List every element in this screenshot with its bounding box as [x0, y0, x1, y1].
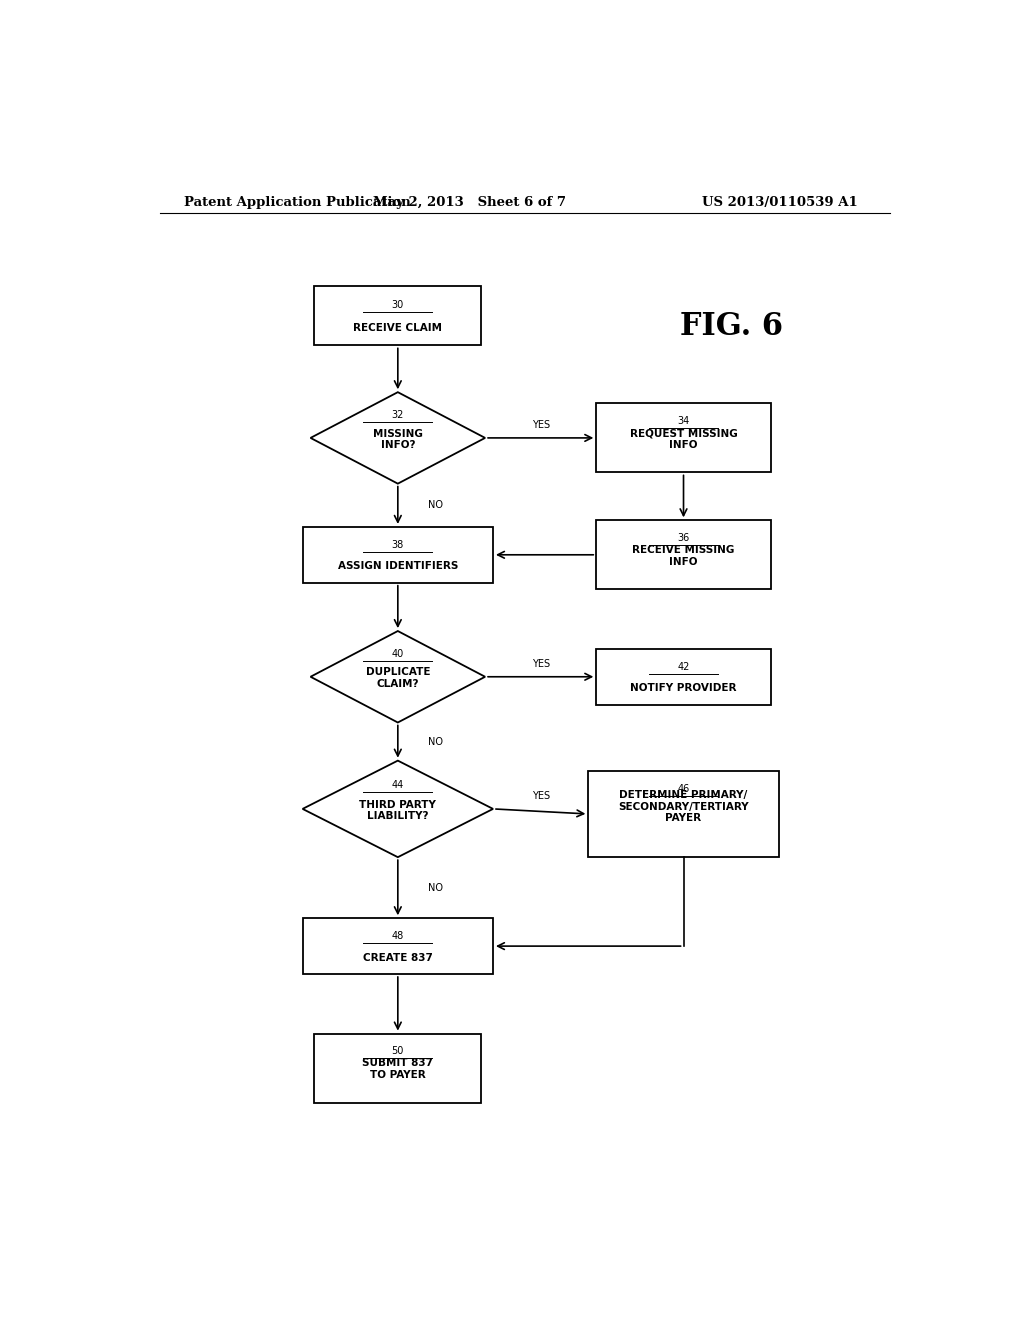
Text: 44: 44: [392, 780, 403, 789]
Text: DUPLICATE
CLAIM?: DUPLICATE CLAIM?: [366, 668, 430, 689]
Text: YES: YES: [531, 659, 550, 668]
Text: 30: 30: [392, 300, 403, 310]
Text: 50: 50: [391, 1045, 404, 1056]
Text: RECEIVE MISSING
INFO: RECEIVE MISSING INFO: [633, 545, 734, 566]
Text: ASSIGN IDENTIFIERS: ASSIGN IDENTIFIERS: [338, 561, 458, 572]
Bar: [303, 919, 494, 974]
Text: REQUEST MISSING
INFO: REQUEST MISSING INFO: [630, 428, 737, 450]
Text: 32: 32: [391, 411, 404, 420]
Bar: [303, 527, 494, 582]
Bar: [588, 771, 778, 857]
Text: 36: 36: [678, 532, 689, 543]
Text: NO: NO: [428, 883, 443, 892]
Text: DETERMINE PRIMARY/
SECONDARY/TERTIARY
PAYER: DETERMINE PRIMARY/ SECONDARY/TERTIARY PA…: [618, 791, 749, 824]
Text: RECEIVE CLAIM: RECEIVE CLAIM: [353, 323, 442, 333]
Text: FIG. 6: FIG. 6: [680, 310, 782, 342]
Polygon shape: [310, 631, 485, 722]
Text: YES: YES: [531, 791, 550, 801]
Text: 40: 40: [392, 649, 403, 659]
Bar: [314, 1034, 481, 1102]
Text: Patent Application Publication: Patent Application Publication: [183, 195, 411, 209]
Text: NO: NO: [428, 737, 443, 747]
Text: CREATE 837: CREATE 837: [362, 953, 433, 962]
Text: 48: 48: [392, 931, 403, 941]
Bar: [596, 404, 771, 473]
Bar: [314, 286, 481, 346]
Polygon shape: [310, 392, 485, 483]
Text: 34: 34: [678, 416, 689, 425]
Text: MISSING
INFO?: MISSING INFO?: [373, 429, 423, 450]
Text: 46: 46: [678, 784, 689, 795]
Text: US 2013/0110539 A1: US 2013/0110539 A1: [702, 195, 858, 209]
Text: 42: 42: [677, 661, 690, 672]
Bar: [596, 649, 771, 705]
Text: 38: 38: [392, 540, 403, 549]
Text: SUBMIT 837
TO PAYER: SUBMIT 837 TO PAYER: [362, 1059, 433, 1080]
Bar: [596, 520, 771, 589]
Text: NOTIFY PROVIDER: NOTIFY PROVIDER: [630, 684, 737, 693]
Polygon shape: [303, 760, 494, 857]
Text: May 2, 2013   Sheet 6 of 7: May 2, 2013 Sheet 6 of 7: [373, 195, 565, 209]
Text: YES: YES: [531, 420, 550, 430]
Text: THIRD PARTY
LIABILITY?: THIRD PARTY LIABILITY?: [359, 800, 436, 821]
Text: NO: NO: [428, 500, 443, 511]
